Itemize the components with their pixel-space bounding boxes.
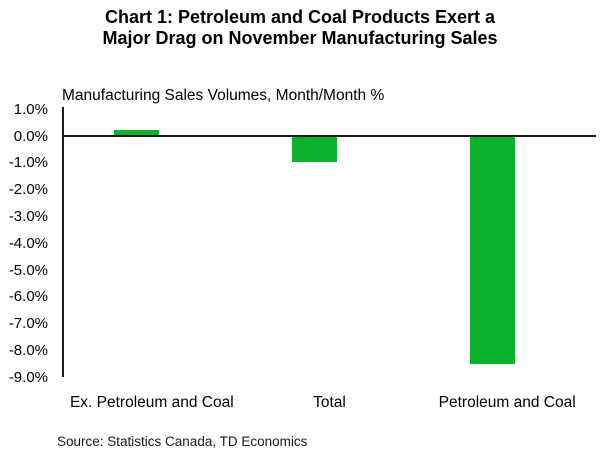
y-tick-label: -2.0%: [8, 181, 48, 199]
axis-title: Manufacturing Sales Volumes, Month/Month…: [62, 87, 385, 104]
y-tick-label: 1.0%: [13, 100, 48, 118]
y-tick-label: -6.0%: [8, 288, 48, 306]
y-tick-label: -9.0%: [8, 368, 48, 386]
chart-title-line2: Major Drag on November Manufacturing Sal…: [102, 28, 498, 48]
y-tick-label: -4.0%: [8, 234, 48, 252]
y-tick-label: -3.0%: [8, 207, 48, 225]
y-tick-label: -5.0%: [8, 261, 48, 279]
chart-title-line1: Chart 1: Petroleum and Coal Products Exe…: [104, 7, 496, 27]
x-label-total: Total: [313, 394, 346, 411]
bar-total: [292, 135, 337, 163]
chart-title: Chart 1: Petroleum and Coal Products Exe…: [0, 7, 600, 49]
y-tick-label: -7.0%: [8, 315, 48, 333]
source-note: Source: Statistics Canada, TD Economics: [57, 434, 308, 449]
zero-baseline: [62, 134, 596, 137]
y-tick-label: 0.0%: [13, 127, 48, 145]
y-axis-line: [62, 107, 64, 377]
y-tick-label: -8.0%: [8, 342, 48, 360]
bar-ex-petroleum-and-coal: [114, 130, 160, 136]
x-label-ex-petroleum-and-coal: Ex. Petroleum and Coal: [69, 394, 234, 411]
bar-petroleum-and-coal: [469, 135, 515, 364]
y-tick-label: -1.0%: [8, 154, 48, 172]
x-label-petroleum-and-coal: Petroleum and Coal: [438, 394, 576, 411]
